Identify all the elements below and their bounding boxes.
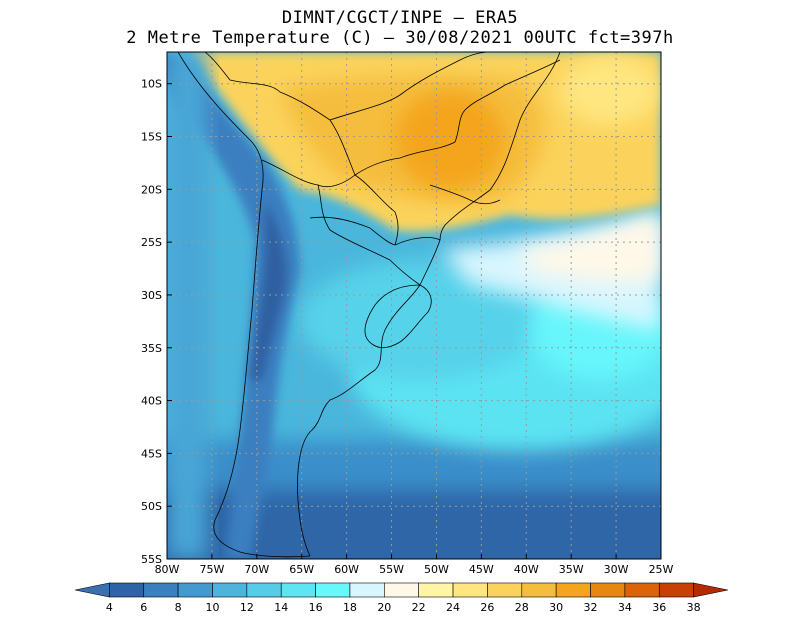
longitude-labels: 80W 75W 70W 65W 60W 55W 50W 45W 40W 35W 30W 25W [155, 563, 674, 576]
lon-tick-label: 45W [469, 563, 494, 576]
colorbar-box [555, 582, 591, 598]
colorbar-arrow-low [74, 582, 110, 598]
colorbar-box [658, 582, 694, 598]
lat-tick-label: 40S [141, 395, 162, 408]
colorbar-label: 22 [412, 601, 426, 614]
colorbar-box [452, 582, 488, 598]
colorbar-label: 14 [274, 601, 288, 614]
country-borders [177, 52, 561, 558]
lat-tick-label: 55S [141, 553, 162, 566]
lat-tick-label: 20S [141, 183, 162, 196]
colorbar-box [177, 582, 213, 598]
latitude-labels: 10S 15S 20S 25S 30S 35S 40S 45S 50S 55S [141, 78, 162, 566]
colorbar-label: 10 [205, 601, 219, 614]
map-frame [166, 51, 662, 560]
lat-tick-label: 45S [141, 447, 162, 460]
colorbar-box [384, 582, 419, 598]
colorbar-box [280, 582, 316, 598]
axis-ticks [166, 83, 662, 560]
colorbar-box [143, 582, 179, 598]
lon-tick-label: 30W [604, 563, 629, 576]
colorbar-label: 6 [140, 601, 147, 614]
colorbar-box [590, 582, 626, 598]
colorbar-label: 34 [618, 601, 632, 614]
colorbar-label: 24 [446, 601, 460, 614]
colorbar-label: 32 [584, 601, 598, 614]
lat-tick-label: 35S [141, 342, 162, 355]
colorbar-label: 16 [309, 601, 323, 614]
lon-tick-label: 40W [514, 563, 539, 576]
colorbar-box [624, 582, 660, 598]
map-gridlines [167, 52, 661, 559]
lat-tick-label: 50S [141, 500, 162, 513]
title-line-1: DIMNT/CGCT/INPE – ERA5 [281, 8, 519, 28]
colorbar-label: 28 [515, 601, 529, 614]
colorbar-label: 20 [377, 601, 391, 614]
lon-tick-label: 65W [289, 563, 314, 576]
colorbar-box [487, 582, 523, 598]
lon-tick-label: 60W [334, 563, 359, 576]
colorbar-box [521, 582, 557, 598]
colorbar-label: 38 [687, 601, 701, 614]
colorbar-box [349, 582, 385, 598]
lon-tick-label: 70W [244, 563, 269, 576]
colorbar-box [418, 582, 454, 598]
colorbar-label: 36 [652, 601, 666, 614]
colorbar-box [109, 582, 145, 598]
lon-tick-label: 75W [199, 563, 224, 576]
lon-tick-label: 80W [155, 563, 180, 576]
colorbar-label: 30 [549, 601, 563, 614]
lon-tick-label: 35W [559, 563, 584, 576]
colorbar-label: 8 [175, 601, 182, 614]
colorbar-labels: 4 6 8 10 12 14 16 18 20 22 24 26 28 30 32 34 36 38 [106, 601, 701, 614]
colorbar-boxes [74, 582, 729, 598]
colorbar-box [212, 582, 248, 598]
lon-tick-label: 25W [649, 563, 674, 576]
colorbar-label: 26 [480, 601, 494, 614]
colorbar-box [315, 582, 351, 598]
lat-tick-label: 25S [141, 236, 162, 249]
lon-tick-label: 50W [424, 563, 449, 576]
colorbar-box [246, 582, 282, 598]
lat-tick-label: 30S [141, 289, 162, 302]
colorbar-arrow-high [693, 582, 729, 598]
colorbar-label: 4 [106, 601, 113, 614]
title-line-2: 2 Metre Temperature (C) – 30/08/2021 00U… [126, 28, 674, 48]
colorbar-label: 18 [343, 601, 357, 614]
lat-tick-label: 15S [141, 131, 162, 144]
colorbar-label: 12 [240, 601, 254, 614]
lat-tick-label: 10S [141, 78, 162, 91]
lon-tick-label: 55W [379, 563, 404, 576]
